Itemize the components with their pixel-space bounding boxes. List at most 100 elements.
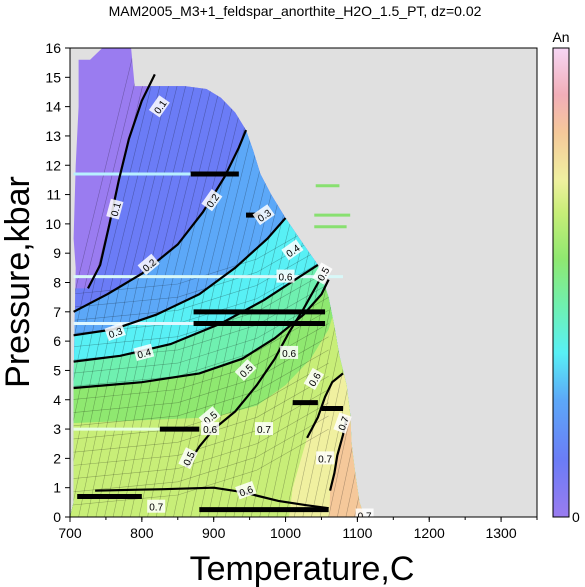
contour-label: 0.6 [279,273,293,284]
contour-label-bg [252,204,275,226]
x-tick-label: 1100 [342,525,372,541]
hatch-line [70,296,329,374]
contour-line-0-7 [306,372,344,439]
hatch-line [86,48,196,517]
y-tick-label: 12 [45,157,61,173]
contour-label-group: 0.6 [201,422,220,436]
contour-label-bg [133,343,155,362]
contour-label-group: 0.1 [106,198,124,220]
y-tick-label: 7 [53,304,61,320]
y-tick-label: 3 [53,421,61,437]
y-tick-label: 0 [53,509,61,525]
contour-label-bg [316,451,335,465]
contour-label: 0.7 [358,512,372,523]
contour-label-bg [281,239,304,261]
contour-label-group: 0.6 [235,480,257,500]
contour-label-bg [148,95,170,118]
hatch-line [138,48,247,517]
y-tick-label: 10 [45,216,61,232]
contour-label: 0.6 [238,484,255,499]
contour-label-bg [333,412,352,434]
hatch-line [70,48,161,517]
contour-label: 0.7 [318,454,332,465]
contour-label-bg [137,253,160,276]
y-tick-label: 15 [45,69,61,85]
hatch-line [70,310,329,387]
x-tick-label: 1300 [485,525,516,541]
x-tick-label: 800 [130,525,154,541]
contour-line-0-5 [185,276,323,468]
hatch-line [328,48,365,517]
y-tick-label: 13 [45,128,61,144]
contour-label-group: 0.6 [276,269,295,284]
contour-label-bg [255,422,273,436]
hatch-line [70,402,329,480]
x-tick-label: 700 [58,525,82,541]
contour-label-bg [312,262,333,285]
contour-label: 0.7 [337,415,352,432]
y-tick-label: 2 [53,450,61,466]
hatch-line [70,48,179,517]
contour-label-bg [235,480,257,500]
contour-label-bg [201,189,223,212]
hatch-line [130,48,239,517]
x-axis: 700 800 900 1000 1100 1200 1300 [58,517,538,541]
contour-label: 0.6 [282,349,296,360]
hatch-line [70,323,329,401]
contour-line-0-2 [73,129,248,313]
contour-label-bg [280,345,299,359]
contour-label: 0.1 [110,201,124,218]
x-tick-label: 1000 [270,525,301,541]
contour-label-group: 0.5 [178,447,198,470]
colorbar-label: An [552,29,569,45]
contour-label-group: 0.6 [280,345,299,360]
y-tick-label: 6 [53,333,61,349]
x-tick-label: 900 [202,525,226,541]
y-tick-label: 9 [53,245,61,261]
hatch-line [147,48,256,517]
contour-label-bg [147,499,166,513]
y-tick-label: 8 [53,275,61,291]
hatch-line [112,48,222,517]
colorbar: An 0 [552,29,580,525]
contour-line-0-1 [87,73,156,289]
contour-label-bg [234,359,257,382]
contour-label-bg [106,198,124,220]
contour-label: 0.4 [136,347,153,361]
contour-label: 0.6 [203,425,217,436]
y-tick-label: 1 [53,480,61,496]
hatch-line [95,48,204,517]
hatch-line [70,244,329,321]
contour-label-group: 0.3 [104,322,126,342]
hatch-line [70,415,329,493]
contour-label-bg [104,322,126,342]
contour-label-group: 0.7 [147,499,166,514]
hatch-line [70,217,329,295]
contour-label: 0.7 [257,425,271,436]
contour-label: 0.5 [182,450,198,468]
hatch-line [70,48,144,517]
y-tick-label: 14 [45,99,61,115]
y-tick-label: 4 [53,392,61,408]
contour-label: 0.7 [149,503,163,514]
hatch-line [104,48,213,517]
contour-label-bg [276,269,295,283]
contour-label-bg [303,367,324,390]
colorbar-min-label: 0 [572,509,580,525]
contour-label-group: 0.4 [133,343,155,362]
x-tick-label: 1200 [414,525,445,541]
contour-label: 0.3 [107,326,124,341]
contour-label-bg [201,422,220,436]
hatch-line [70,349,329,427]
colorbar-gradient [552,47,570,518]
hatch-line [319,48,365,517]
chart-title: MAM2005_M3+1_feldspar_anorthite_H2O_1.5_… [109,3,482,19]
y-tick-label: 11 [46,187,61,203]
contour-label-group: 0.7 [255,422,273,436]
contour-line-0-5 [73,279,330,390]
hatch-line [70,48,135,517]
hatch-line [121,48,230,517]
contour-label-group: 0.7 [316,451,335,465]
